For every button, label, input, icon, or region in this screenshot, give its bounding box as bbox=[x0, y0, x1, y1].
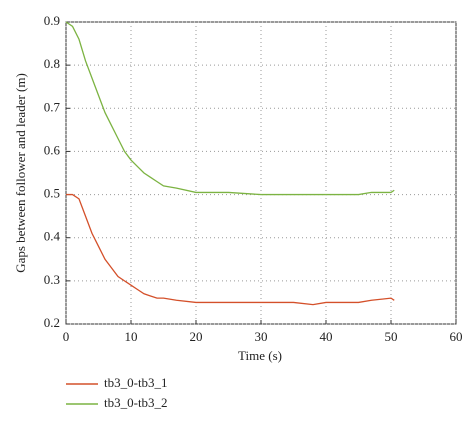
y-axis-label: Gaps between follower and leader (m) bbox=[13, 73, 28, 273]
y-tick-label: 0.9 bbox=[44, 13, 60, 28]
x-tick-label: 60 bbox=[450, 329, 463, 344]
y-tick-label: 0.5 bbox=[44, 186, 60, 201]
x-tick-label: 0 bbox=[63, 329, 70, 344]
x-tick-label: 50 bbox=[385, 329, 398, 344]
legend-label: tb3_0-tb3_2 bbox=[104, 395, 168, 410]
y-tick-label: 0.7 bbox=[44, 99, 61, 114]
legend-label: tb3_0-tb3_1 bbox=[104, 375, 168, 390]
x-tick-label: 30 bbox=[255, 329, 268, 344]
y-tick-label: 0.4 bbox=[44, 229, 61, 244]
y-tick-label: 0.3 bbox=[44, 272, 60, 287]
x-axis-label: Time (s) bbox=[238, 348, 282, 363]
series-line bbox=[65, 21, 395, 196]
y-tick-label: 0.8 bbox=[44, 56, 60, 71]
x-tick-label: 10 bbox=[125, 329, 138, 344]
x-tick-label: 40 bbox=[320, 329, 333, 344]
y-tick-label: 0.6 bbox=[44, 142, 61, 157]
x-tick-label: 20 bbox=[190, 329, 203, 344]
y-tick-label: 0.2 bbox=[44, 315, 60, 330]
series-line bbox=[66, 193, 395, 306]
